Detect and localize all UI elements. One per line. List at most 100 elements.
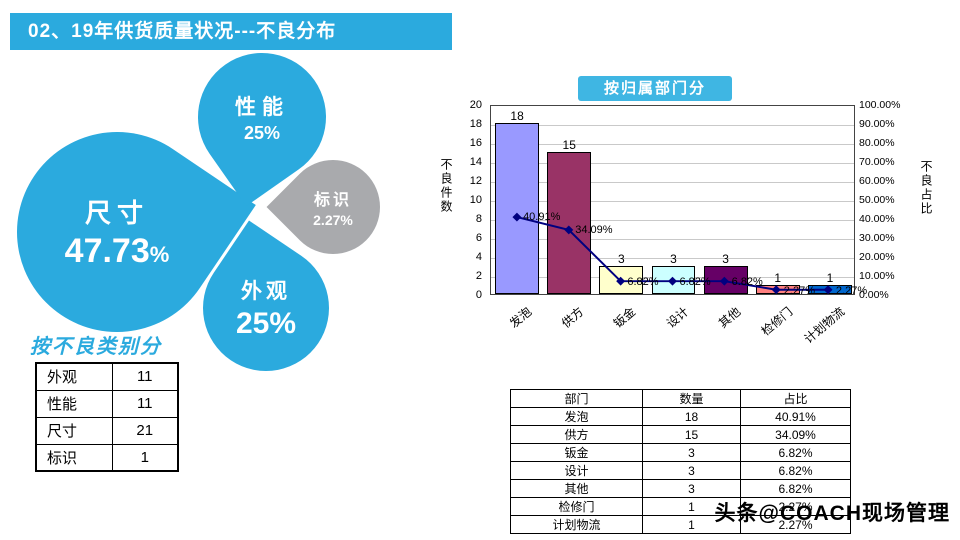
dept-table-body: 发泡 18 40.91% 供方 15 34.09% 钣金 3 6.82% 设计 3 6.82% 其他 3 6… [510, 407, 851, 534]
table-row: 尺寸 21 [35, 416, 179, 445]
line-marker-diamond [668, 276, 677, 286]
petal-marking-content: 标识 2.27% [286, 160, 380, 254]
line-point-label: 6.82% [627, 276, 659, 289]
petal-appearance-content: 外观 25% [203, 245, 329, 371]
line-marker-diamond [823, 285, 833, 295]
table-row: 标识 1 [35, 443, 179, 472]
category-count-cell: 1 [111, 443, 179, 472]
dept-percent-cell: 2.27% [740, 515, 851, 534]
bar-value-label: 18 [510, 109, 524, 123]
x-axis-label: 设计 [663, 304, 691, 331]
petal-size-percent-sign: % [149, 242, 170, 267]
dept-percent-cell: 2.27% [740, 497, 851, 516]
pareto-chart-title: 按归属部门分 [578, 76, 732, 101]
left-axis-tick: 4 [475, 251, 482, 263]
dept-name-cell: 发泡 [510, 407, 643, 426]
category-table-body: 外观 11 性能 11 尺寸 21 标识 1 [35, 362, 179, 472]
category-count-cell: 11 [111, 362, 179, 391]
table-row: 设计 3 6.82% [510, 461, 851, 480]
dept-header-cell: 部门 [510, 389, 643, 408]
dept-name-cell: 计划物流 [510, 515, 643, 534]
dept-name-cell: 设计 [510, 461, 643, 480]
bar-value-label: 1 [774, 270, 782, 285]
line-marker-diamond [771, 285, 781, 295]
dept-name-cell: 其他 [510, 479, 643, 498]
petal-size-value: 47.73% [65, 232, 170, 271]
page-title: 02、19年供货质量状况---不良分布 [10, 13, 452, 50]
table-row: 钣金 3 6.82% [510, 443, 851, 462]
dept-table: 部门 数量 占比 发泡 18 40.91% 供方 15 34.09% 钣金 3 6.82% 设计 3 6.… [510, 389, 851, 534]
x-axis-label: 发泡 [506, 304, 535, 331]
x-axis-label: 供方 [559, 304, 587, 331]
petal-appearance: 外观 25% [178, 220, 354, 396]
bar-value-label: 3 [670, 251, 677, 266]
dept-percent-cell: 34.09% [740, 425, 851, 444]
dept-percent-cell: 6.82% [740, 479, 851, 498]
left-axis-tick: 16 [469, 137, 482, 149]
petal-size-label: 尺寸 [84, 198, 149, 228]
dept-count-cell: 3 [642, 461, 741, 480]
right-axis-tick: 80.00% [859, 137, 895, 149]
right-axis-tick: 50.00% [859, 194, 895, 206]
bar-value-label: 3 [722, 251, 729, 266]
gridline [491, 258, 854, 259]
category-table: 外观 11 性能 11 尺寸 21 标识 1 [35, 362, 179, 472]
bar-供方 [547, 151, 592, 294]
left-axis-tick: 14 [469, 156, 482, 168]
gridline [491, 163, 854, 164]
dept-header-cell: 数量 [642, 389, 741, 408]
category-name-cell: 外观 [35, 362, 113, 391]
petal-appearance-label: 外观 [241, 280, 291, 303]
right-axis-tick: 90.00% [859, 118, 895, 130]
dept-header-cell: 占比 [740, 389, 851, 408]
table-row: 发泡 18 40.91% [510, 407, 851, 426]
category-count-cell: 21 [111, 416, 179, 445]
line-point-label: 2.27% [835, 284, 868, 297]
gridline [491, 144, 854, 145]
category-count-cell: 11 [111, 389, 179, 418]
right-axis-tick: 70.00% [859, 156, 895, 168]
x-axis-labels: 发泡 供方 钣金 设计 其他 检修门 计划物流 [490, 297, 855, 349]
bar-发泡 [495, 123, 539, 294]
line-marker-diamond [512, 212, 522, 222]
table-row: 外观 11 [35, 362, 179, 391]
left-axis-title: 不良件数 [439, 158, 453, 214]
petal-marking-value: 2.27% [313, 212, 353, 228]
dept-name-cell: 钣金 [510, 443, 643, 462]
right-axis-tick: 10.00% [859, 270, 895, 282]
left-axis-tick: 10 [469, 194, 482, 206]
line-point-label: 6.82% [679, 276, 711, 289]
left-axis-tick: 20 [469, 99, 482, 111]
table-row: 计划物流 1 2.27% [510, 515, 851, 534]
dept-table-header-row: 部门 数量 占比 [510, 389, 851, 408]
x-axis-label: 钣金 [611, 304, 639, 331]
petal-size-percent: 47.73 [64, 232, 150, 270]
dept-count-cell: 18 [642, 407, 741, 426]
right-axis-tick: 60.00% [859, 175, 895, 187]
x-axis-label: 计划物流 [801, 304, 848, 347]
petal-performance-label: 性能 [235, 95, 289, 119]
plot-area: 18 15 3 3 3 1 1 40.91% 34.09% 6.82% 6.82% 6.82% 2.2… [490, 105, 867, 297]
dept-count-cell: 3 [642, 479, 741, 498]
gridline [491, 182, 854, 183]
left-axis-tick: 0 [475, 289, 482, 301]
gridline [491, 125, 854, 126]
right-axis-tick: 40.00% [859, 213, 895, 225]
x-axis-label: 其他 [715, 304, 743, 331]
table-row: 检修门 1 2.27% [510, 497, 851, 516]
x-axis-label: 检修门 [758, 304, 796, 339]
right-axis-tick: 100.00% [859, 99, 901, 111]
dept-percent-cell: 40.91% [740, 407, 851, 426]
right-axis-tick: 30.00% [859, 232, 895, 244]
right-axis-tick: 20.00% [859, 251, 895, 263]
bar-value-label: 1 [826, 270, 834, 285]
left-axis-tick: 2 [475, 270, 482, 282]
category-name-cell: 尺寸 [35, 416, 113, 445]
category-name-cell: 标识 [35, 443, 113, 472]
left-axis-tick: 8 [475, 213, 482, 225]
petal-performance-value: 25% [243, 122, 281, 143]
gridline [491, 220, 854, 221]
left-axis-tick: 12 [469, 175, 482, 187]
line-point-label: 40.91% [523, 211, 561, 224]
left-axis-ticks: 0 2 4 6 8 10 12 14 16 18 20 [452, 99, 486, 305]
